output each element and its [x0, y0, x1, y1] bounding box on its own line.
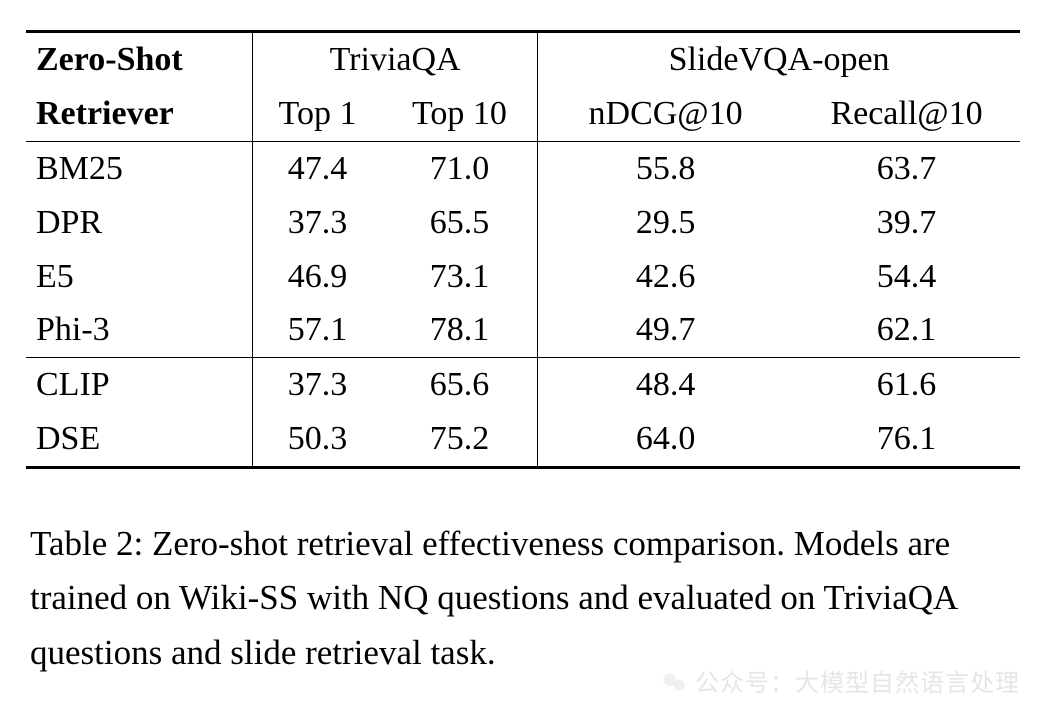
cell-ndcg10: 42.6 — [538, 250, 793, 304]
cell-top10: 73.1 — [382, 250, 538, 304]
table-row: Phi-3 57.1 78.1 49.7 62.1 — [26, 303, 1020, 357]
header-retriever-line1: Zero-Shot — [26, 32, 253, 87]
cell-recall10: 76.1 — [793, 412, 1020, 467]
cell-top10: 71.0 — [382, 141, 538, 195]
cell-recall10: 62.1 — [793, 303, 1020, 357]
header-ndcg10: nDCG@10 — [538, 87, 793, 141]
table-header-group-row: Zero-Shot TriviaQA SlideVQA-open — [26, 32, 1020, 87]
cell-retriever: CLIP — [26, 358, 253, 412]
cell-recall10: 54.4 — [793, 250, 1020, 304]
cell-top10: 65.5 — [382, 196, 538, 250]
table-row: DSE 50.3 75.2 64.0 76.1 — [26, 412, 1020, 467]
cell-recall10: 61.6 — [793, 358, 1020, 412]
cell-recall10: 63.7 — [793, 141, 1020, 195]
cell-retriever: DSE — [26, 412, 253, 467]
cell-top10: 78.1 — [382, 303, 538, 357]
cell-top1: 47.4 — [253, 141, 382, 195]
table-header-sub-row: Retriever Top 1 Top 10 nDCG@10 Recall@10 — [26, 87, 1020, 141]
header-group-slidevqa: SlideVQA-open — [538, 32, 1020, 87]
cell-ndcg10: 49.7 — [538, 303, 793, 357]
page: Zero-Shot TriviaQA SlideVQA-open Retriev… — [0, 0, 1046, 690]
table-caption: Table 2: Zero-shot retrieval effectivene… — [26, 517, 1020, 680]
cell-recall10: 39.7 — [793, 196, 1020, 250]
results-table: Zero-Shot TriviaQA SlideVQA-open Retriev… — [26, 30, 1020, 469]
cell-ndcg10: 48.4 — [538, 358, 793, 412]
cell-top1: 50.3 — [253, 412, 382, 467]
cell-top1: 37.3 — [253, 196, 382, 250]
cell-ndcg10: 55.8 — [538, 141, 793, 195]
cell-ndcg10: 29.5 — [538, 196, 793, 250]
table-row: CLIP 37.3 65.6 48.4 61.6 — [26, 358, 1020, 412]
header-top10: Top 10 — [382, 87, 538, 141]
cell-ndcg10: 64.0 — [538, 412, 793, 467]
cell-retriever: Phi-3 — [26, 303, 253, 357]
cell-top10: 65.6 — [382, 358, 538, 412]
cell-retriever: E5 — [26, 250, 253, 304]
table-row: BM25 47.4 71.0 55.8 63.7 — [26, 141, 1020, 195]
cell-retriever: BM25 — [26, 141, 253, 195]
table-row: DPR 37.3 65.5 29.5 39.7 — [26, 196, 1020, 250]
cell-top1: 46.9 — [253, 250, 382, 304]
cell-retriever: DPR — [26, 196, 253, 250]
header-top1: Top 1 — [253, 87, 382, 141]
cell-top1: 57.1 — [253, 303, 382, 357]
header-recall10: Recall@10 — [793, 87, 1020, 141]
table-row: E5 46.9 73.1 42.6 54.4 — [26, 250, 1020, 304]
header-group-triviaqa: TriviaQA — [253, 32, 538, 87]
cell-top10: 75.2 — [382, 412, 538, 467]
cell-top1: 37.3 — [253, 358, 382, 412]
header-retriever-line2: Retriever — [26, 87, 253, 141]
